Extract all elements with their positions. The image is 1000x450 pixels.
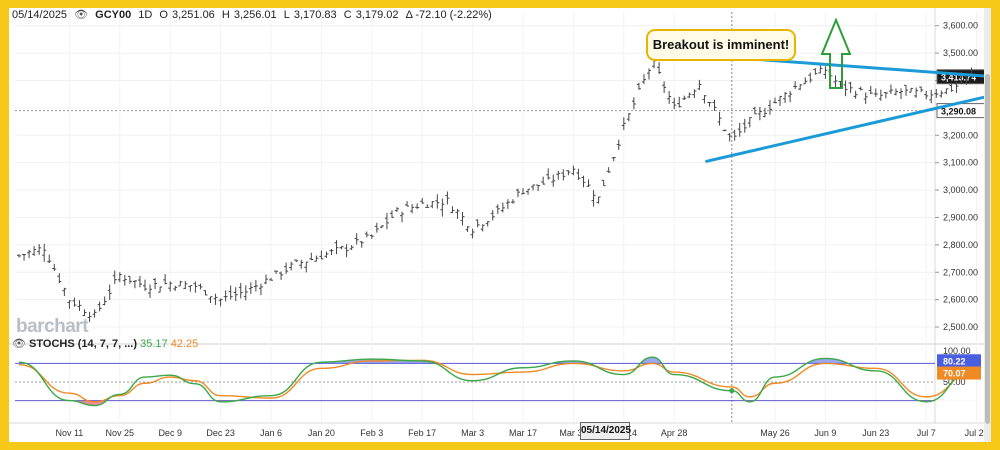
annotation-callout: Breakout is imminent! xyxy=(646,29,796,61)
time-tick-label: Mar 31 xyxy=(559,428,587,438)
header-close-label: C xyxy=(343,9,352,21)
header-close: 3,179.02 xyxy=(355,9,399,21)
stoch-crosshair-dot xyxy=(729,388,735,394)
price-tick-label: 2,800.00 xyxy=(943,240,978,250)
time-tick-label: Nov 11 xyxy=(55,428,83,438)
stoch-k-line xyxy=(18,356,977,407)
price-tick-label: 2,600.00 xyxy=(943,295,978,305)
stoch-value-label: 80.22 xyxy=(943,356,966,366)
stoch-d-line xyxy=(18,359,977,403)
time-tick-label: Feb 3 xyxy=(360,428,383,438)
price-tick-label: 3,100.00 xyxy=(943,158,978,168)
stoch-oversold-fill xyxy=(69,400,934,406)
barchart-logo: barchart xyxy=(16,316,89,337)
time-tick-label: Dec 9 xyxy=(158,428,182,438)
price-tick-label: 3,000.00 xyxy=(943,185,978,195)
time-tick-label: Feb 17 xyxy=(408,428,436,438)
price-tick-label: 2,700.00 xyxy=(943,267,978,277)
time-tick-label: Jul 7 xyxy=(917,428,936,438)
up-arrow-icon xyxy=(820,17,852,89)
header-high: 3,256.01 xyxy=(233,9,277,21)
stoch-value-box xyxy=(937,354,981,368)
price-chart-svg[interactable]: 3,600.003,500.003,400.003,300.003,200.00… xyxy=(9,8,991,442)
time-tick-label: May 26 xyxy=(760,428,790,438)
stoch-k-value: 35.17 xyxy=(140,338,168,350)
crosshair-date: 05/14/2025 xyxy=(580,422,631,440)
time-tick-label: Jan 6 xyxy=(260,428,282,438)
header-change: Δ -72.10 (-2.22%) xyxy=(405,9,492,21)
time-tick-label: Apr 28 xyxy=(661,428,688,438)
eye-icon[interactable]: 👁 xyxy=(74,9,89,21)
time-tick-label: Mar 3 xyxy=(461,428,484,438)
eye-icon[interactable]: 👁 xyxy=(12,338,26,350)
quote-header: 05/14/2025 👁 GCY00 1D O 3,251.06 H 3,256.0… xyxy=(12,8,496,21)
header-high-label: H xyxy=(221,9,230,21)
scrollbar-thumb[interactable] xyxy=(985,74,990,424)
time-tick-label: Nov 25 xyxy=(106,428,135,438)
header-low: 3,170.83 xyxy=(293,9,337,21)
header-symbol[interactable]: GCY00 xyxy=(95,9,132,21)
stoch-overbought-fill xyxy=(19,357,848,364)
header-low-label: L xyxy=(283,9,290,21)
trendline xyxy=(705,94,991,163)
header-open-label: O xyxy=(159,9,168,21)
stoch-label[interactable]: STOCHS (14, 7, 7, ...) xyxy=(29,338,138,350)
stoch-value-box xyxy=(937,366,981,380)
stoch-value-label: 70.07 xyxy=(943,369,966,379)
time-tick-label: Jul 21 xyxy=(965,428,989,438)
header-interval[interactable]: 1D xyxy=(138,9,153,21)
stoch-tick-label: 50.00 xyxy=(943,377,966,387)
time-tick-label: Mar 17 xyxy=(509,428,537,438)
price-label: 3,290.08 xyxy=(941,107,976,117)
price-tick-label: 2,500.00 xyxy=(943,322,978,332)
stoch-tick-label: 100.00 xyxy=(943,346,971,356)
time-tick-label: Dec 23 xyxy=(206,428,235,438)
price-label: 3,413.74 xyxy=(941,73,976,83)
time-tick-label: Jan 20 xyxy=(308,428,335,438)
header-open: 3,251.06 xyxy=(171,9,215,21)
price-tick-label: 3,600.00 xyxy=(943,21,978,31)
time-tick-label: Jun 23 xyxy=(862,428,889,438)
chart-frame: 3,600.003,500.003,400.003,300.003,200.00… xyxy=(9,8,991,442)
stoch-header: 👁 STOCHS (14, 7, 7, ...) 35.17 42.25 xyxy=(12,337,198,350)
price-tick-label: 3,200.00 xyxy=(943,130,978,140)
time-tick-label: Jun 9 xyxy=(814,428,836,438)
price-tick-label: 2,900.00 xyxy=(943,212,978,222)
price-tick-label: 3,500.00 xyxy=(943,48,978,58)
stoch-d-value: 42.25 xyxy=(170,338,199,350)
header-date: 05/14/2025 xyxy=(12,9,68,21)
